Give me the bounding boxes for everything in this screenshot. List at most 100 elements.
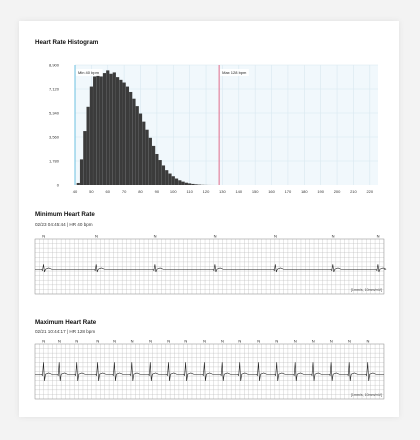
x-tick-label: 50 <box>89 189 94 194</box>
histogram-bar <box>115 77 120 185</box>
x-tick-label: 170 <box>285 189 292 194</box>
beat-label: N <box>275 339 278 344</box>
y-tick-label: 8,900 <box>49 63 60 68</box>
histogram-bar <box>129 91 133 185</box>
x-tick-label: 80 <box>138 189 143 194</box>
beat-label: N <box>167 339 170 344</box>
beat-label: N <box>257 339 260 344</box>
x-tick-label: 40 <box>73 189 78 194</box>
beat-label: N <box>184 339 187 344</box>
x-tick-label: 190 <box>317 189 324 194</box>
histogram-bar <box>109 73 113 185</box>
min-hr-ecg-strip: N N N N N N N [1mm/s, 10mm/mV] <box>34 234 387 295</box>
histogram-bar <box>122 82 126 185</box>
min-hr-subtitle: 02/23 04:45:44 | HR 40 bpm <box>35 222 93 227</box>
beat-label: N <box>149 339 152 344</box>
histogram-bar <box>79 159 84 185</box>
x-tick-label: 210 <box>350 189 357 194</box>
max-hr-title: Maximum Heart Rate <box>35 319 97 326</box>
beat-label: N <box>42 234 45 239</box>
ecg-grid <box>34 343 384 400</box>
beat-label: N <box>294 339 297 344</box>
histogram-bar <box>178 180 182 185</box>
x-tick-label: 70 <box>122 189 127 194</box>
x-tick-label: 120 <box>203 189 210 194</box>
beat-label: N <box>312 339 315 344</box>
ecg-scale-label: [1mm/s, 10mm/mV] <box>351 393 382 397</box>
ecg-frame <box>34 343 385 400</box>
histogram-bar <box>138 113 143 185</box>
beat-label: N <box>42 339 45 344</box>
x-tick-label: 200 <box>334 189 341 194</box>
y-tick-label: 0 <box>57 183 60 188</box>
beat-label: N <box>221 339 224 344</box>
histogram-bar <box>102 73 107 185</box>
x-tick-label: 60 <box>106 189 111 194</box>
histogram-bar <box>145 129 149 185</box>
histogram-bar <box>125 86 130 185</box>
beat-label: N <box>131 339 134 344</box>
x-tick-label: 90 <box>155 189 160 194</box>
histogram-bar <box>83 131 87 185</box>
beat-label: N <box>75 339 78 344</box>
beat-label: N <box>58 339 61 344</box>
ecg-trace <box>35 362 384 381</box>
beat-label: N <box>348 339 351 344</box>
histogram-bar <box>148 137 152 185</box>
x-tick-label: 150 <box>252 189 259 194</box>
histogram-bar <box>152 145 156 185</box>
max-hr-ecg-strip: N N N N N N N N N N N N N N N N N N N [1mm/s, 10mm/mV] <box>34 339 385 400</box>
beat-label: N <box>113 339 116 344</box>
histogram-bar <box>96 74 100 185</box>
histogram-bar <box>181 181 185 185</box>
min-hr-title: Minimum Heart Rate <box>35 211 95 218</box>
beat-label: N <box>95 234 98 239</box>
heart-rate-histogram: 0 1,780 3,560 5,340 7,120 8,900 40 50 60 70 80 90 10… <box>49 63 378 194</box>
histogram-bar <box>142 121 146 185</box>
histogram-bar <box>86 106 90 185</box>
histogram-bar <box>161 165 166 185</box>
min-marker-label-bg <box>76 69 103 76</box>
ecg-frame <box>34 238 385 295</box>
histogram-bar <box>188 183 192 185</box>
histogram-bar <box>191 183 195 185</box>
x-tick-label: 110 <box>186 189 193 194</box>
beat-label: N <box>332 234 335 239</box>
max-marker-label: Max 128 bpm <box>222 70 247 75</box>
histogram-bar <box>165 170 169 185</box>
beat-label: N <box>154 234 157 239</box>
histogram-bar <box>112 72 116 185</box>
y-tick-label: 1,780 <box>49 159 60 164</box>
histogram-bar <box>76 182 80 185</box>
beat-label: N <box>214 234 217 239</box>
report-card: Heart Rate Histogram 0 1,780 3,560 5,340 7,1… <box>19 21 399 417</box>
y-tick-label: 7,120 <box>49 87 60 92</box>
histogram-bar <box>135 106 139 185</box>
histogram-bar <box>194 184 198 185</box>
beat-label: N <box>203 339 206 344</box>
histogram-bar <box>174 178 179 185</box>
x-tick-label: 140 <box>235 189 242 194</box>
x-tick-label: 180 <box>301 189 308 194</box>
histogram-bar <box>106 70 110 185</box>
histogram-bar <box>89 86 93 185</box>
beat-label: N <box>96 339 99 344</box>
ecg-grid <box>34 238 384 295</box>
beat-label: N <box>367 339 370 344</box>
beat-label: N <box>377 234 380 239</box>
histogram-bar <box>155 153 159 185</box>
max-marker-label-bg <box>220 69 249 76</box>
histogram-bar <box>168 173 172 185</box>
histogram-bar <box>171 176 175 185</box>
histogram-bar <box>158 160 162 185</box>
histogram-bar <box>184 182 188 185</box>
histogram-title: Heart Rate Histogram <box>35 39 99 46</box>
beat-label: N <box>330 339 333 344</box>
min-marker-label: Min 40 bpm <box>78 70 100 75</box>
histogram-bar <box>99 76 103 185</box>
beat-label: N <box>274 234 277 239</box>
x-tick-label: 100 <box>170 189 177 194</box>
histogram-bar <box>119 79 123 185</box>
x-tick-label: 220 <box>366 189 373 194</box>
histogram-bar <box>132 98 136 185</box>
